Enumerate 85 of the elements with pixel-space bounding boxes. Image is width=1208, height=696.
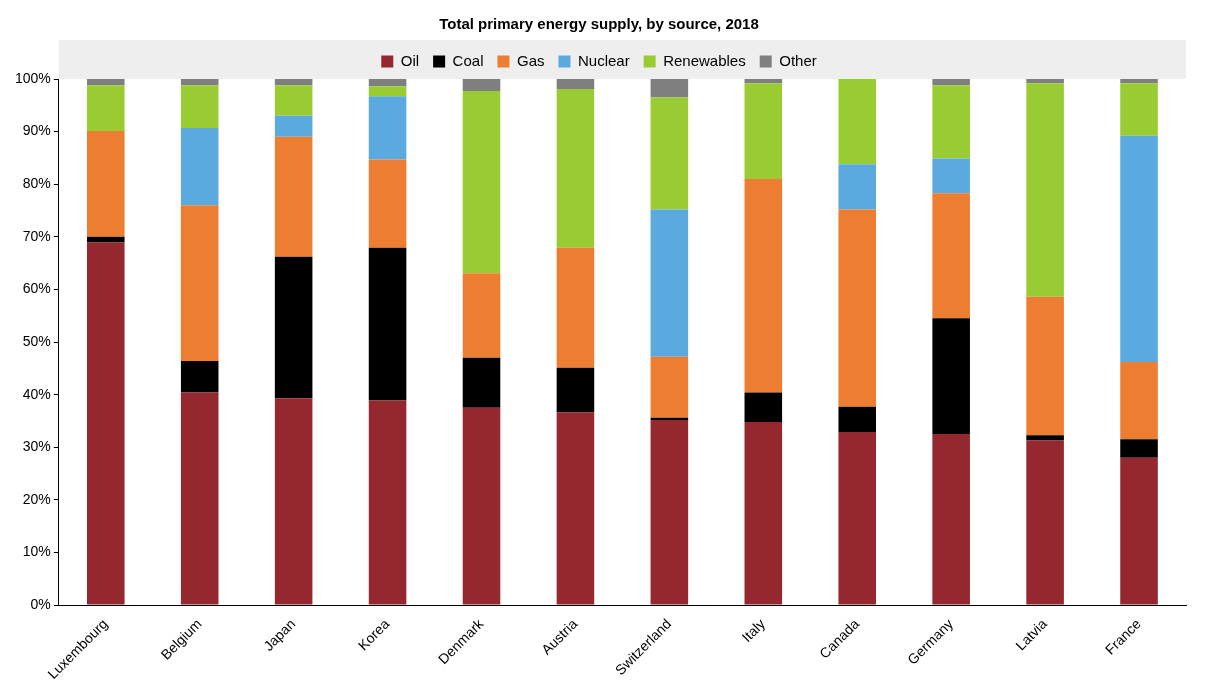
bar [556,412,595,605]
bar [180,392,219,605]
bar [462,273,501,358]
y-tick-label: 0% [30,595,51,612]
x-tick-label: Italy [738,615,769,646]
y-tick-label: 70% [22,227,51,244]
bar [650,356,689,418]
y-tick-label: 80% [22,175,51,192]
bar [1026,83,1064,297]
y-tick-label: 100% [14,69,51,86]
y-tick-label: 10% [22,543,51,560]
bar [932,434,970,605]
bar [744,422,783,605]
bar [86,79,125,86]
bar [1120,79,1158,84]
bar [368,96,407,160]
bar [744,178,783,393]
bar [1120,135,1158,363]
legend-label: Renewables [663,51,746,69]
bar [1026,440,1064,605]
bar [86,85,125,132]
bar [556,247,595,368]
bar [556,89,595,248]
bar [838,164,877,210]
bar [838,432,877,605]
y-tick-label: 50% [22,332,51,349]
bar [368,86,407,97]
y-tick-label: 90% [22,122,51,139]
bar [1120,83,1158,136]
legend-label: Oil [400,51,420,69]
bar [274,398,313,605]
bar [838,79,877,165]
y-tick-label: 20% [22,490,51,507]
bar [274,115,313,137]
bar [932,85,970,159]
bar [368,159,407,248]
bar [932,79,970,86]
bar [86,242,125,605]
bar [932,193,970,319]
bar [180,360,219,393]
bar [1026,435,1064,441]
legend-label: Other [779,51,817,69]
bar [86,131,125,237]
bar [650,417,689,420]
bar [180,85,219,128]
bar [1120,439,1158,458]
bar [556,367,595,413]
bar [932,318,970,435]
bar [650,79,689,98]
bar [1120,457,1158,605]
bar [462,79,501,92]
bar [650,419,689,605]
bar [650,209,689,357]
bar [274,79,313,86]
bar [650,97,689,210]
bar [838,209,877,407]
bar [180,127,219,206]
bar [744,83,783,179]
bar [838,406,877,433]
bar [462,407,501,605]
bar [368,400,407,605]
bar [180,79,219,86]
bar [1026,79,1064,84]
bar [744,79,783,84]
bar [368,247,407,401]
bar [462,357,501,408]
bar [86,236,125,243]
y-tick-label: 30% [22,438,51,455]
bar [274,136,313,257]
bar [180,205,219,361]
bar [274,256,313,399]
legend-label: Gas [516,51,545,69]
bar [744,392,783,423]
bar [1120,362,1158,440]
bar [368,79,407,87]
y-tick-label: 60% [22,280,51,297]
chart-title: Total primary energy supply, by source, 2018 [439,15,759,33]
legend-label: Coal [452,51,484,69]
y-tick-label: 40% [22,385,51,402]
bar [1026,296,1064,436]
bar [462,91,501,274]
bar [556,79,595,89]
bar [932,158,970,194]
legend-label: Nuclear [577,51,630,69]
bar [274,85,313,116]
